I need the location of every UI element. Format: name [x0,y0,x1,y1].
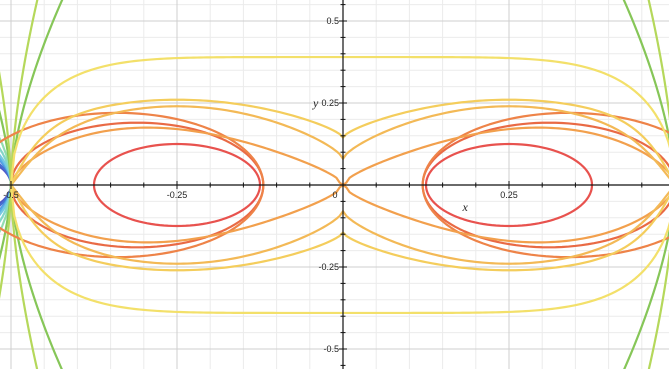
x-tick-label: 0.25 [500,190,518,200]
y-tick-label: 0.25 [321,98,339,108]
series-7-right-b [623,227,669,369]
series-11-left [0,111,265,259]
x-tick-label: -0.25 [167,190,188,200]
series-12 [9,126,669,244]
series-14 [9,98,669,272]
y-tick-label: -0.25 [318,262,339,272]
series-7-right-a [622,0,669,143]
series-8-right-a [647,0,669,121]
x-tick-label: 0 [332,190,337,200]
y-tick-label: -0.5 [323,344,339,354]
y-axis-label: y [312,96,319,110]
series-13 [9,105,669,265]
series-8-right-b [647,249,669,369]
x-tick-label: -0.5 [3,190,19,200]
series-15 [9,55,669,315]
x-axis-label: x [462,200,469,214]
y-tick-label: 0.5 [326,16,339,26]
